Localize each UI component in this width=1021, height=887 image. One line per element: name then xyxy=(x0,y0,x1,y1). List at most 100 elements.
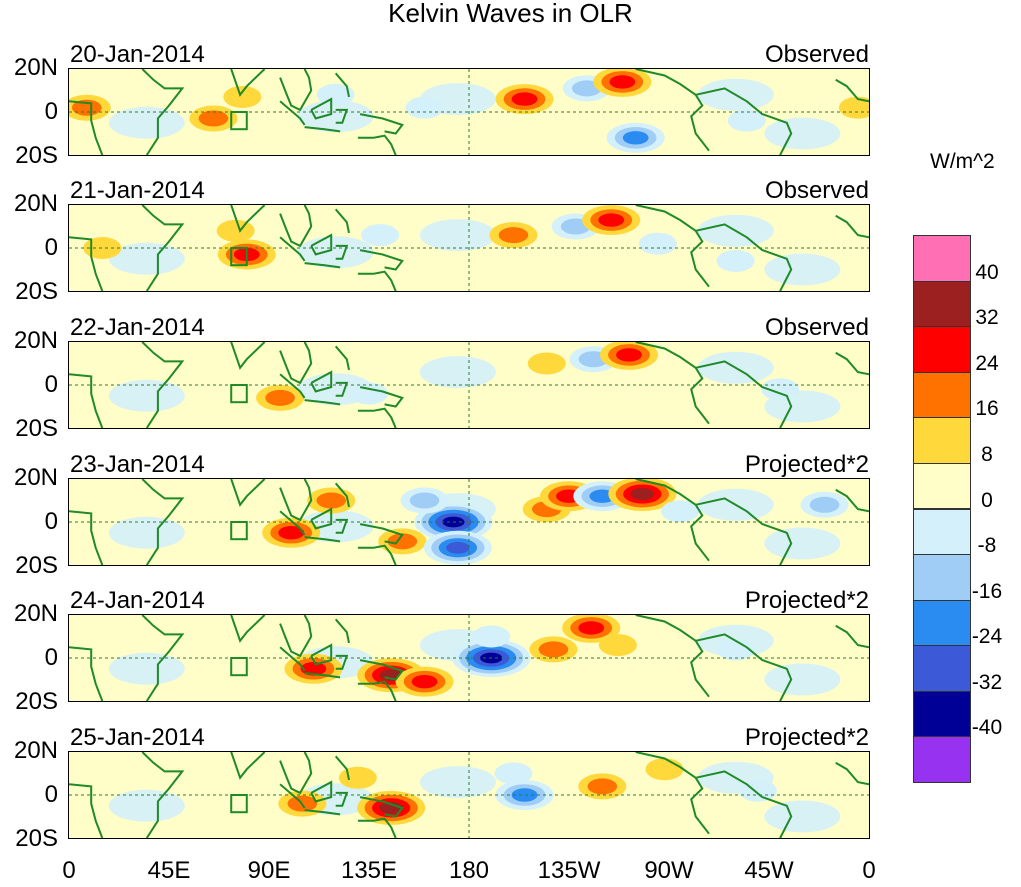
map-panel: 22-Jan-2014 Observed 20N 0 20S xyxy=(0,315,900,445)
anomaly-contour xyxy=(527,352,566,375)
olr-map xyxy=(68,68,870,156)
lat-tick-label: 20S xyxy=(15,688,58,715)
olr-map xyxy=(68,751,870,839)
coastline xyxy=(695,770,793,838)
coastline xyxy=(141,69,185,155)
coastline xyxy=(310,780,333,803)
anomaly-contour xyxy=(223,85,262,108)
highlight-box xyxy=(230,111,248,131)
anomaly-contour xyxy=(622,131,649,145)
coastline xyxy=(69,236,104,291)
anomaly-contour xyxy=(316,492,347,509)
anomaly-contour xyxy=(511,92,538,106)
panel-kind-label: Observed xyxy=(764,314,869,341)
map-panel: 21-Jan-2014 Observed 20N 0 20S xyxy=(0,178,900,308)
coastline xyxy=(230,615,266,643)
coastline xyxy=(357,680,397,701)
lat-tick-label: 0 xyxy=(44,234,58,261)
anomaly-contour xyxy=(494,762,533,785)
lon-tick-label: 135W xyxy=(537,857,601,884)
coastline xyxy=(230,752,266,780)
coastline xyxy=(279,69,313,112)
panel-kind-label: Observed xyxy=(764,177,869,204)
coastline xyxy=(335,244,349,260)
coastline xyxy=(310,507,333,530)
anomaly-contour xyxy=(379,802,404,814)
coastline xyxy=(635,752,710,835)
lon-tick-label: 45W xyxy=(744,857,794,884)
colorbar-swatch xyxy=(913,462,971,510)
coastline xyxy=(635,69,710,152)
coastline xyxy=(357,407,397,428)
coastline xyxy=(141,752,185,838)
anomaly-contour xyxy=(83,237,122,259)
coastline xyxy=(69,510,104,565)
anomaly-contour xyxy=(809,496,840,513)
coastline xyxy=(835,624,869,649)
anomaly-contour xyxy=(409,492,440,509)
coastline xyxy=(359,796,404,818)
coastline xyxy=(304,262,341,269)
anomaly-contour xyxy=(716,249,755,272)
anomaly-contour xyxy=(578,621,605,635)
anomaly-contour xyxy=(108,516,185,549)
anomaly-contour xyxy=(446,541,470,554)
colorbar-swatch xyxy=(913,690,971,738)
colorbar-swatch xyxy=(913,371,971,419)
coastline xyxy=(279,615,313,658)
chart-title: Kelvin Waves in OLR xyxy=(388,0,633,28)
lon-tick-label: 180 xyxy=(448,857,490,884)
anomaly-contour xyxy=(764,117,841,150)
coastline xyxy=(334,345,350,371)
anomaly-contour xyxy=(361,224,400,247)
coastline xyxy=(335,381,349,397)
highlight-box xyxy=(230,521,248,541)
coastline xyxy=(359,386,404,408)
lat-tick-label: 20S xyxy=(15,825,58,852)
anomaly-contour xyxy=(198,110,229,127)
coastline xyxy=(279,646,306,672)
coastline xyxy=(695,360,793,428)
coastline xyxy=(310,97,333,120)
units-label: W/m^2 xyxy=(930,150,995,173)
coastline xyxy=(279,752,313,795)
coastline xyxy=(310,233,333,256)
lon-tick-label: 135E xyxy=(340,857,398,884)
panel-date: 23-Jan-2014 xyxy=(70,451,205,478)
anomaly-contour xyxy=(108,106,185,139)
anomaly-contour xyxy=(338,766,377,789)
colorbar-label: -24 xyxy=(971,625,1003,649)
lat-tick-label: 20S xyxy=(15,415,58,442)
panel-date: 25-Jan-2014 xyxy=(70,724,205,751)
panel-kind-label: Projected*2 xyxy=(744,724,869,751)
colorbar-label: -8 xyxy=(977,534,997,558)
anomaly-contour xyxy=(108,789,185,822)
map-panel: 23-Jan-2014 Projected*2 20N 0 20S xyxy=(0,452,900,582)
lon-tick-label: 90E xyxy=(247,857,291,884)
anomaly-contour xyxy=(405,96,444,119)
lat-tick-label: 20S xyxy=(15,278,58,305)
colorbar xyxy=(913,235,971,783)
olr-map xyxy=(68,341,870,429)
coastline xyxy=(279,236,306,262)
colorbar-label: -16 xyxy=(971,579,1003,603)
anomaly-contour xyxy=(761,378,800,401)
coastline xyxy=(359,659,404,681)
coastline xyxy=(334,72,350,98)
lon-tick-label: 90W xyxy=(644,857,694,884)
lat-tick-label: 0 xyxy=(44,508,58,535)
highlight-box xyxy=(230,384,248,404)
coastline xyxy=(230,342,266,370)
coastline xyxy=(357,544,397,565)
olr-map xyxy=(68,614,870,702)
coastline xyxy=(141,342,185,428)
highlight-box xyxy=(230,794,248,814)
coastline xyxy=(69,646,104,701)
coastline xyxy=(141,615,185,701)
coastline xyxy=(279,479,313,522)
anomaly-contour xyxy=(297,100,374,133)
anomaly-contour xyxy=(278,526,305,540)
lat-tick-label: 20N xyxy=(13,190,58,217)
coastline xyxy=(279,100,306,126)
panel-date: 20-Jan-2014 xyxy=(70,41,205,68)
